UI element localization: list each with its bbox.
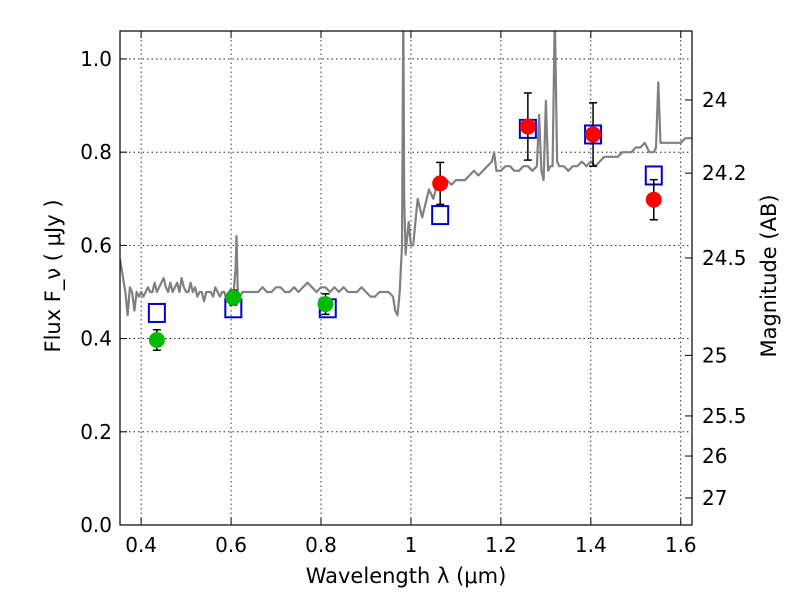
right-axis-label: Magnitude (AB) <box>757 194 781 357</box>
x-tick-label: 1 <box>405 533 418 557</box>
y-axis-label: Flux F_ν ( μJy ) <box>41 199 66 352</box>
data-point <box>519 118 536 135</box>
y-tick-label: 0.4 <box>80 327 112 351</box>
right-tick-label: 25.5 <box>702 404 747 428</box>
x-tick-label: 0.8 <box>305 533 337 557</box>
data-point <box>317 296 334 313</box>
data-point <box>432 175 449 192</box>
data-point <box>225 289 242 306</box>
right-tick-label: 24.2 <box>702 161 747 185</box>
x-tick-label: 0.6 <box>215 533 247 557</box>
right-tick-label: 27 <box>702 486 727 510</box>
x-tick-label: 1.6 <box>665 533 697 557</box>
x-tick-label: 1.2 <box>485 533 517 557</box>
data-point <box>585 126 602 143</box>
model-square <box>147 302 166 323</box>
data-point <box>148 331 165 348</box>
plot-frame <box>119 30 693 526</box>
x-tick-label: 1.4 <box>575 533 607 557</box>
data-point <box>645 191 662 208</box>
y-tick-label: 0.8 <box>80 140 112 164</box>
right-tick-label: 25 <box>702 343 727 367</box>
right-tick-label: 24 <box>702 88 727 112</box>
spectrum-line <box>120 31 692 317</box>
data-layer <box>120 31 692 351</box>
right-tick-label: 26 <box>702 444 727 468</box>
y-tick-label: 0.2 <box>80 420 112 444</box>
x-tick-label: 0.4 <box>125 533 157 557</box>
y-tick-label: 0.0 <box>80 513 112 537</box>
model-square <box>431 205 450 226</box>
x-axis-label: Wavelength λ (μm) <box>306 564 507 588</box>
y-tick-label: 0.6 <box>80 233 112 257</box>
y-tick-label: 1.0 <box>80 47 112 71</box>
right-tick-label: 24.5 <box>702 246 747 270</box>
